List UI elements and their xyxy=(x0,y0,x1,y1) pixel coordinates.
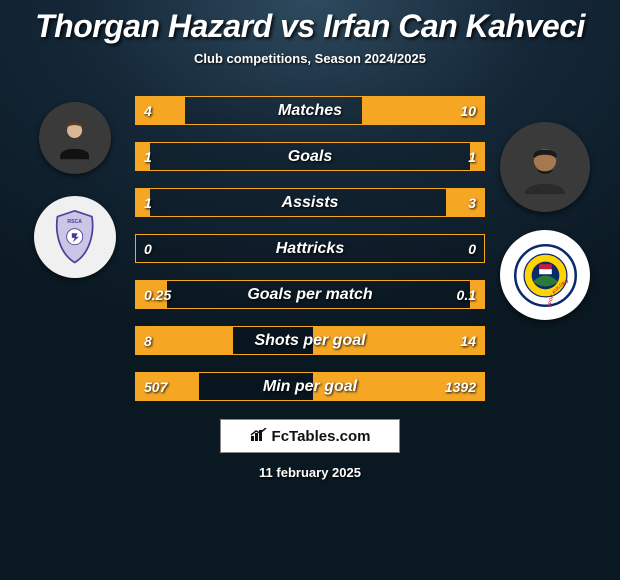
stat-label: Assists xyxy=(136,194,484,212)
player1-column: RSCA xyxy=(25,96,125,278)
stat-value-right: 0 xyxy=(468,241,476,257)
content-root: Thorgan Hazard vs Irfan Can Kahveci Club… xyxy=(0,0,620,580)
page-title: Thorgan Hazard vs Irfan Can Kahveci xyxy=(0,8,620,45)
club-crest-icon: RSCA xyxy=(46,208,103,265)
bar-fill-right xyxy=(446,189,484,216)
stat-label: Hattricks xyxy=(136,240,484,258)
stat-row: 814Shots per goal xyxy=(135,326,485,355)
stat-row: 0 0Hattricks xyxy=(135,234,485,263)
player2-column: FENERBAHÇE SPOR KULÜBÜ xyxy=(495,96,595,320)
player1-club-crest: RSCA xyxy=(34,196,116,278)
bar-fill-right xyxy=(313,327,484,354)
stat-row: 410Matches xyxy=(135,96,485,125)
date-label: 11 february 2025 xyxy=(0,465,620,480)
brand-chart-icon xyxy=(250,428,268,445)
club-crest-icon: FENERBAHÇE SPOR KULÜBÜ xyxy=(514,244,577,307)
footer-brand-box: FcTables.com xyxy=(220,419,400,453)
stat-label: Goals per match xyxy=(136,286,484,304)
comparison-panel: RSCA 410Matches11Goals13Assists00Hattric… xyxy=(0,96,620,401)
stat-row: 1 3Assists xyxy=(135,188,485,217)
stat-value-left: 507 xyxy=(144,379,167,395)
footer-brand-text: FcTables.com xyxy=(272,428,371,445)
stat-value-right: 3 xyxy=(468,195,476,211)
stat-value-right: 1392 xyxy=(445,379,476,395)
stat-value-right: 1 xyxy=(468,149,476,165)
stat-bars: 410Matches11Goals13Assists00Hattricks0.2… xyxy=(135,96,485,401)
stat-value-left: 0.25 xyxy=(144,287,171,303)
stat-row: 5071392Min per goal xyxy=(135,372,485,401)
stat-row: 0.25 0.1Goals per match xyxy=(135,280,485,309)
subtitle: Club competitions, Season 2024/2025 xyxy=(0,51,620,66)
player1-avatar xyxy=(39,102,111,174)
stat-value-left: 1 xyxy=(144,195,152,211)
stat-value-left: 0 xyxy=(144,241,152,257)
stat-value-right: 0.1 xyxy=(457,287,476,303)
person-icon xyxy=(518,140,572,194)
stat-value-left: 4 xyxy=(144,103,152,119)
stat-label: Goals xyxy=(136,148,484,166)
stat-value-left: 8 xyxy=(144,333,152,349)
person-icon xyxy=(53,116,96,159)
player2-club-crest: FENERBAHÇE SPOR KULÜBÜ xyxy=(500,230,590,320)
stat-value-right: 10 xyxy=(460,103,476,119)
stat-value-left: 1 xyxy=(144,149,152,165)
stat-row: 1 1Goals xyxy=(135,142,485,171)
player2-avatar xyxy=(500,122,590,212)
stat-value-right: 14 xyxy=(460,333,476,349)
svg-text:RSCA: RSCA xyxy=(68,219,83,225)
